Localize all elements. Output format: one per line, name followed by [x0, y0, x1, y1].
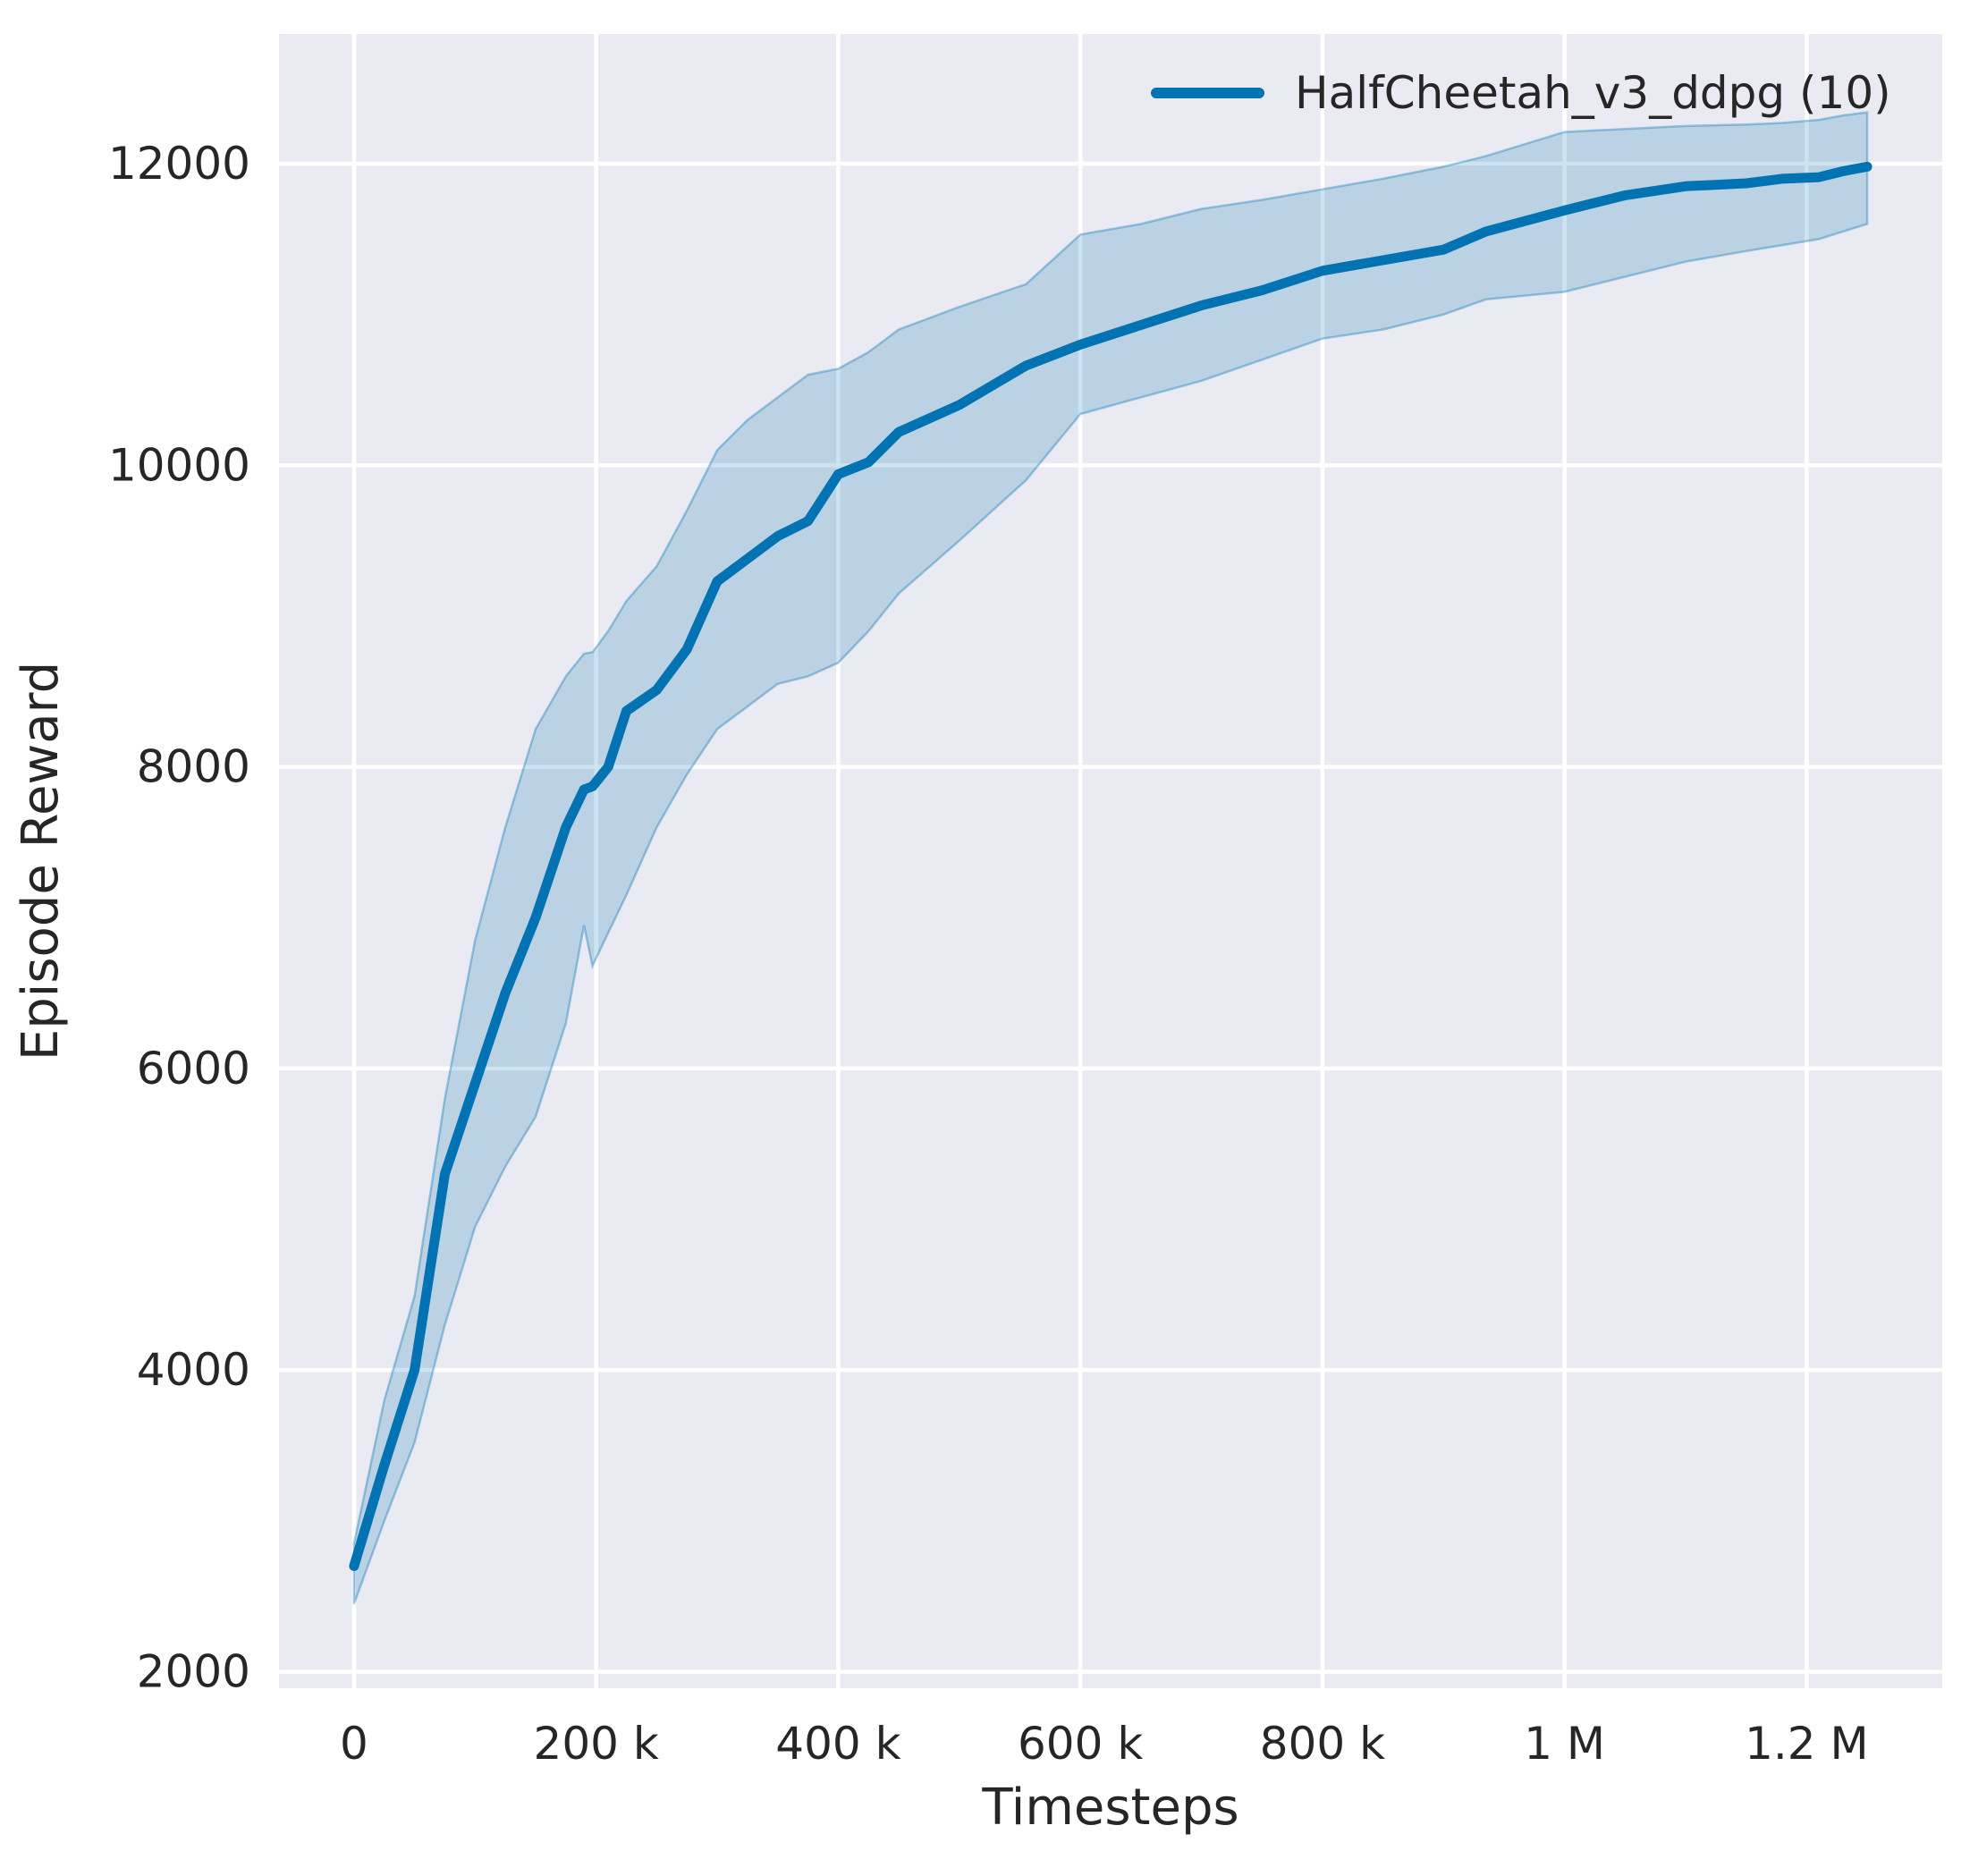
x-tick-label: 0 [340, 1718, 368, 1770]
x-tick-label: 1 M [1524, 1718, 1605, 1770]
x-tick-label: 600 k [1018, 1718, 1143, 1770]
x-tick-label: 400 k [775, 1718, 900, 1770]
y-tick-label: 6000 [137, 1043, 250, 1094]
legend-label: HalfCheetah_v3_ddpg (10) [1295, 67, 1891, 119]
mean-line [349, 161, 1872, 1571]
confidence-band [352, 111, 1869, 1605]
x-tick-label: 1.2 M [1745, 1718, 1869, 1770]
x-tick-label: 200 k [534, 1718, 659, 1770]
plot-layer: 0 200 k 400 k 600 k 800 k 1 M 1.2 M 2000 4000 600… [108, 34, 1942, 1770]
y-tick-label: 12000 [108, 138, 250, 190]
y-tick-label: 10000 [108, 439, 250, 491]
y-tick-label: 8000 [137, 741, 250, 793]
x-axis-label: Timesteps [981, 1779, 1238, 1837]
legend: HalfCheetah_v3_ddpg (10) [1151, 67, 1891, 119]
y-axis-label: Episode Reward [12, 662, 70, 1061]
x-tick-label: 800 k [1260, 1718, 1385, 1770]
y-tick-label: 2000 [137, 1645, 250, 1697]
y-tick-label: 4000 [137, 1344, 250, 1396]
